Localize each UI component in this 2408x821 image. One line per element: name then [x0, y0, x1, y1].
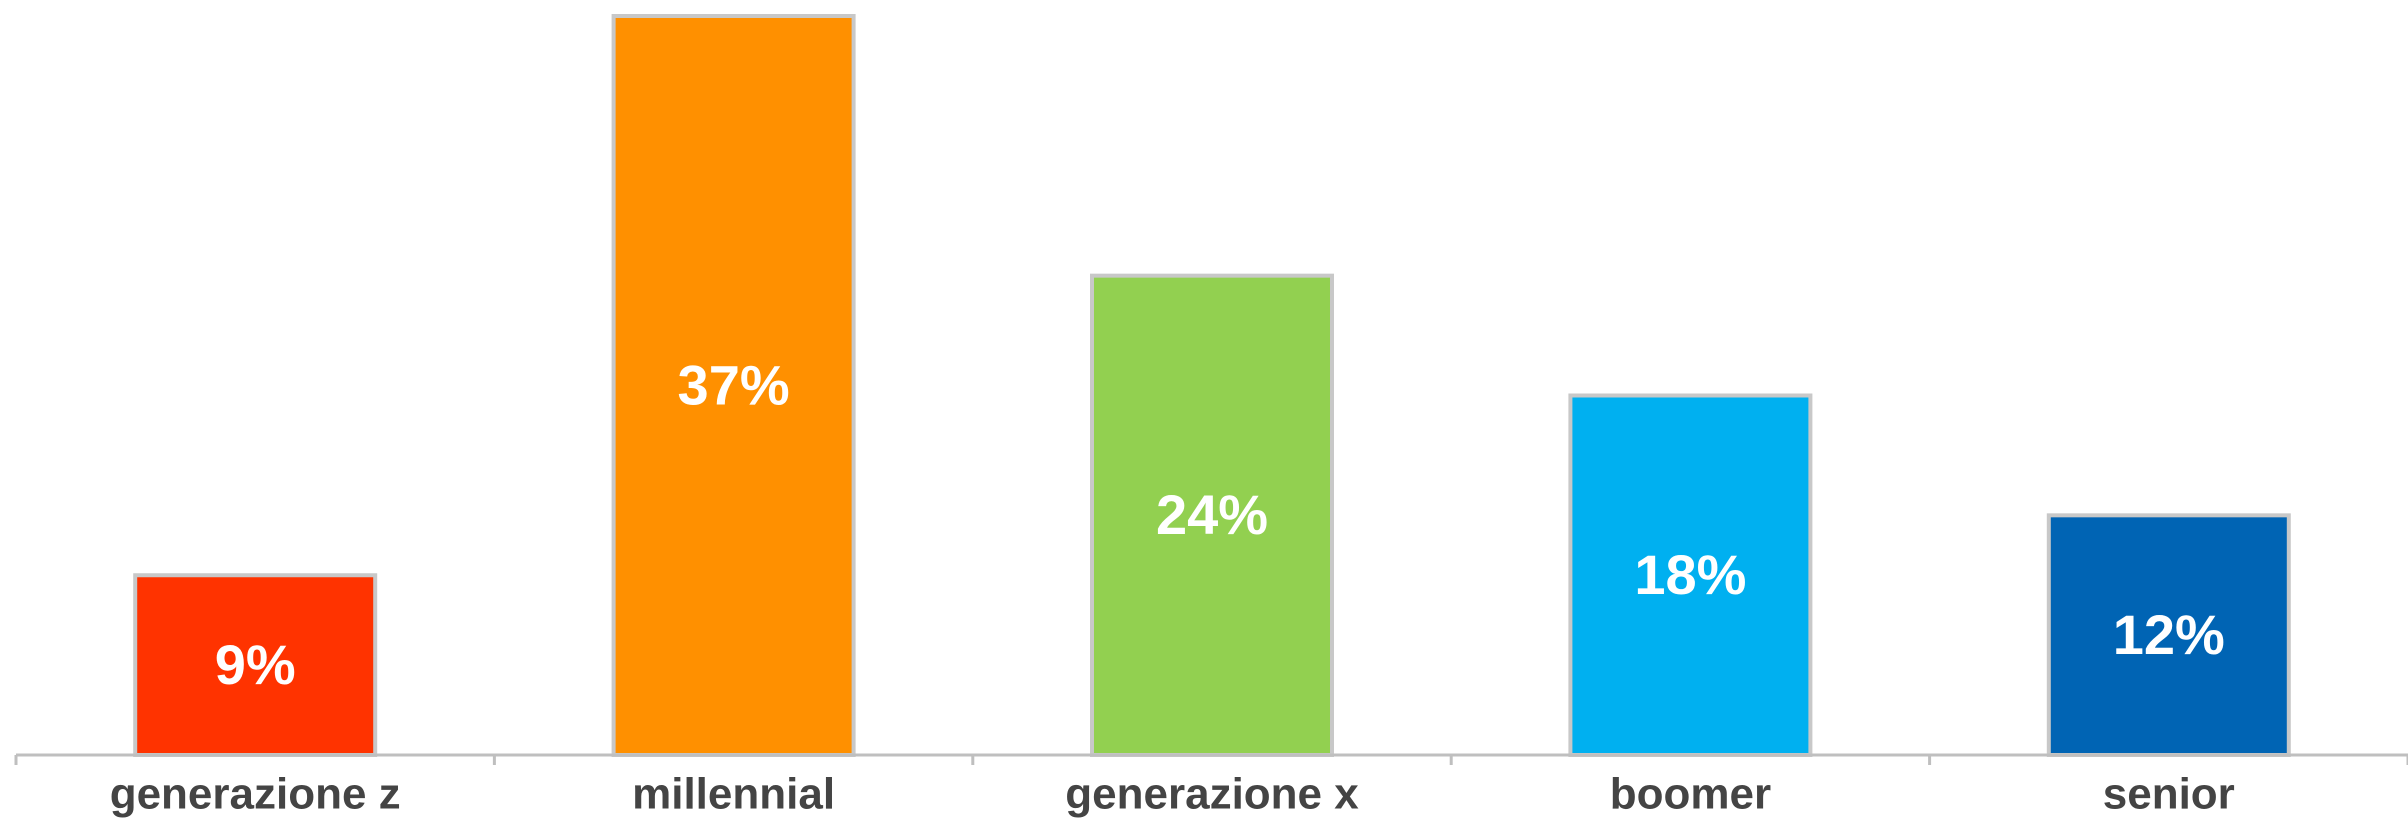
- x-axis: [14, 753, 2408, 765]
- data-label: 18%: [1634, 543, 1746, 606]
- x-tick-label: generazione x: [1065, 770, 1359, 819]
- labels-group: 9% generazione z 37% millennial 24% generazio…: [110, 353, 2235, 818]
- x-tick-label: millennial: [632, 770, 835, 819]
- data-label: 24%: [1156, 483, 1268, 546]
- x-tick-label: senior: [2103, 770, 2235, 819]
- x-tick-label: generazione z: [110, 770, 401, 819]
- data-label: 9%: [215, 633, 296, 696]
- x-tick-label: boomer: [1610, 770, 1771, 819]
- data-label: 12%: [2113, 603, 2225, 666]
- bar-generazione-z: [133, 573, 378, 757]
- bar-boomer: [1568, 393, 1813, 757]
- bar-generazione-x: [1090, 273, 1334, 757]
- bars-group: [133, 14, 2291, 758]
- data-label: 37%: [678, 353, 790, 416]
- bar-millennial: [611, 14, 856, 757]
